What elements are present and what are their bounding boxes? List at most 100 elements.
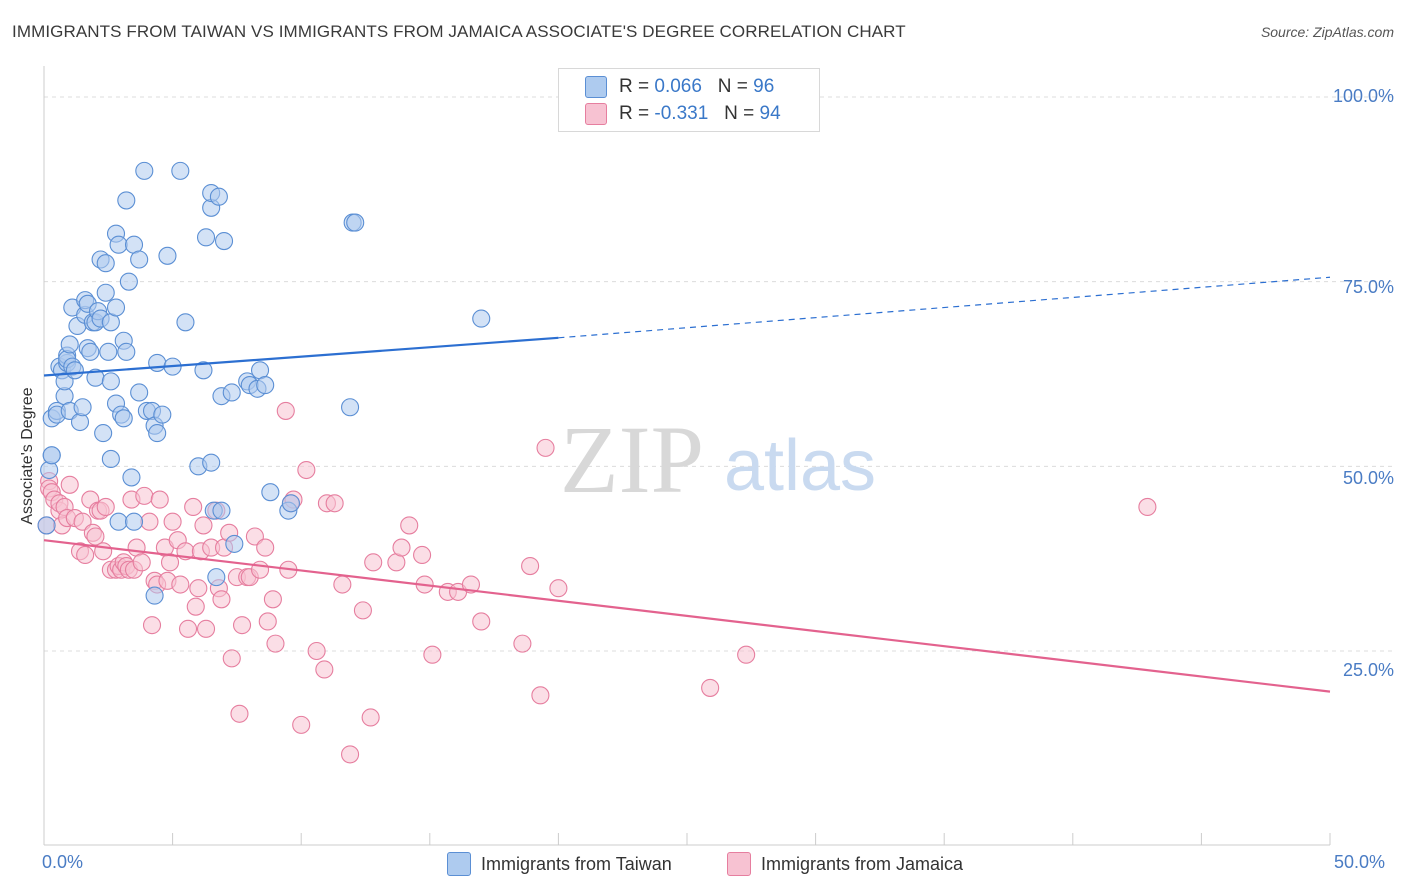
jamaica-point xyxy=(266,634,285,653)
jamaica-point xyxy=(135,486,154,505)
jamaica-point xyxy=(361,708,380,727)
source-label: Source: ZipAtlas.com xyxy=(1260,24,1394,40)
taiwan-point xyxy=(99,342,118,361)
x-tick-label-min: 0.0% xyxy=(42,852,84,872)
jamaica-point xyxy=(423,645,442,664)
jamaica-point xyxy=(230,704,249,723)
jamaica-point xyxy=(472,612,491,631)
jamaica-point xyxy=(536,438,555,457)
taiwan-point xyxy=(281,494,300,513)
taiwan-swatch xyxy=(585,76,607,98)
jamaica-point xyxy=(258,612,277,631)
jamaica-point xyxy=(96,497,115,517)
taiwan-point xyxy=(222,383,241,402)
taiwan-point xyxy=(40,460,59,480)
taiwan-point xyxy=(42,446,61,465)
taiwan-point xyxy=(341,398,360,417)
taiwan-point xyxy=(196,228,216,247)
legend-n-label: N = xyxy=(717,76,748,97)
jamaica-point xyxy=(400,516,419,535)
stats-legend: R = 0.066 N = 96 R = -0.331 N = 94 xyxy=(558,68,820,132)
jamaica-point xyxy=(325,494,344,513)
jamaica-point xyxy=(232,616,252,635)
legend-label-taiwan: Immigrants from Taiwan xyxy=(481,853,672,874)
jamaica-point xyxy=(341,745,360,764)
jamaica-point xyxy=(701,678,720,697)
jamaica-point xyxy=(413,545,432,565)
taiwan-point xyxy=(171,161,190,180)
jamaica-point xyxy=(531,686,550,705)
taiwan-point xyxy=(122,468,141,487)
jamaica-point xyxy=(1138,497,1157,517)
jamaica-point xyxy=(222,649,241,668)
jamaica-point xyxy=(292,715,311,734)
taiwan-point xyxy=(194,361,213,380)
jamaica-point xyxy=(186,597,205,616)
trend-lines xyxy=(43,276,1331,693)
taiwan-point xyxy=(346,213,365,232)
jamaica-point xyxy=(737,645,756,664)
taiwan-points xyxy=(37,161,491,605)
jamaica-point xyxy=(245,527,264,546)
taiwan-point xyxy=(130,250,149,269)
taiwan-point xyxy=(109,512,128,531)
taiwan-point xyxy=(106,298,126,317)
jamaica-point xyxy=(163,512,182,531)
jamaica-point xyxy=(94,542,113,561)
jamaica-point xyxy=(276,401,295,420)
jamaica-legend-swatch xyxy=(727,852,751,876)
jamaica-point xyxy=(160,553,180,572)
jamaica-point xyxy=(461,575,481,594)
jamaica-point xyxy=(549,579,568,598)
legend-r-value: -0.331 xyxy=(654,103,709,124)
legend-n-value: 94 xyxy=(759,103,781,124)
jamaica-point xyxy=(140,512,159,531)
taiwan-trend-extension xyxy=(558,276,1331,339)
taiwan-point xyxy=(130,383,149,402)
jamaica-point xyxy=(142,616,162,635)
jamaica-point xyxy=(263,590,282,609)
taiwan-point xyxy=(117,191,136,210)
taiwan-point xyxy=(109,235,128,254)
legend-n-label: N = xyxy=(724,103,755,124)
taiwan-point xyxy=(101,449,120,468)
jamaica-point xyxy=(194,516,213,535)
legend-r-label: R = xyxy=(619,103,650,124)
legend-n-value: 96 xyxy=(753,76,775,97)
jamaica-point xyxy=(178,619,198,638)
jamaica-trend-line xyxy=(43,539,1331,693)
legend-r-label: R = xyxy=(619,76,650,97)
taiwan-point xyxy=(70,412,90,432)
jamaica-point xyxy=(184,497,203,517)
taiwan-point xyxy=(101,372,120,391)
jamaica-point xyxy=(392,538,411,557)
jamaica-point xyxy=(353,601,372,620)
x-tick-label-max: 50.0% xyxy=(1334,852,1386,872)
legend-row-jamaica: R = -0.331 N = 94 xyxy=(585,103,781,125)
taiwan-point xyxy=(261,483,280,502)
jamaica-point xyxy=(513,634,532,653)
taiwan-point xyxy=(148,353,167,372)
taiwan-point xyxy=(73,398,92,417)
taiwan-point xyxy=(176,313,195,332)
jamaica-point xyxy=(364,553,383,572)
y-tick-label-75: 75.0% xyxy=(1342,277,1394,297)
taiwan-point xyxy=(96,283,115,302)
grid-lines xyxy=(44,96,1392,652)
taiwan-point xyxy=(124,512,144,531)
jamaica-point xyxy=(73,512,92,531)
jamaica-point xyxy=(196,619,216,638)
watermark-zip: ZIP xyxy=(560,406,704,513)
legend-label-jamaica: Immigrants from Jamaica xyxy=(761,853,964,874)
jamaica-point xyxy=(297,460,316,480)
jamaica-point xyxy=(256,538,275,557)
legend-item-jamaica: Immigrants from Jamaica xyxy=(727,852,963,876)
watermark-atlas: atlas xyxy=(724,426,876,506)
taiwan-point xyxy=(37,516,56,535)
taiwan-point xyxy=(256,376,275,395)
jamaica-point xyxy=(250,560,270,579)
taiwan-point xyxy=(202,453,221,472)
taiwan-point xyxy=(214,231,234,251)
jamaica-point xyxy=(132,553,151,572)
y-tick-label-100: 100.0% xyxy=(1332,86,1394,106)
